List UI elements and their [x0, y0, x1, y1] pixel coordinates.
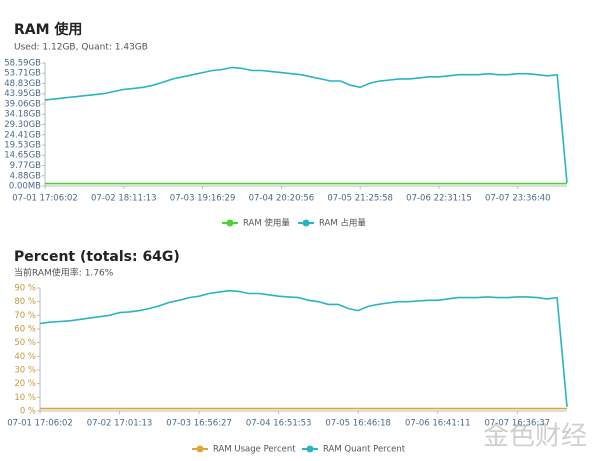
x-tick-label: 07-02 18:11:13 [91, 194, 157, 204]
y-tick-label: 4.88GB [10, 171, 42, 181]
y-tick-label: 0.00MB [9, 182, 41, 192]
legend-label: RAM Quant Percent [323, 445, 406, 455]
series-line [39, 289, 568, 407]
y-tick-label: 29.30GB [4, 120, 41, 130]
series-line [44, 66, 568, 183]
y-tick-label: 9.77GB [10, 161, 42, 171]
x-tick-label: 07-01 17:06:02 [7, 419, 73, 429]
y-tick-label: 70 % [14, 311, 36, 321]
y-tick-label: 58.59GB [4, 59, 41, 69]
y-tick-label: 39.06GB [4, 100, 41, 110]
y-tick-label: 43.95GB [4, 89, 41, 99]
x-tick-label: 07-04 20:20:56 [249, 194, 315, 204]
y-tick-label: 20 % [14, 379, 36, 389]
legend-marker [302, 219, 310, 227]
legend-marker [306, 445, 314, 453]
legend-label: RAM Usage Percent [213, 445, 296, 455]
y-tick-label: 90 % [14, 284, 36, 294]
x-tick-label: 07-04 16:51:53 [246, 419, 312, 429]
x-tick-label: 07-03 19:16:29 [170, 194, 236, 204]
watermark: 金色财经 [483, 422, 587, 452]
legend-marker [196, 445, 204, 453]
legend-marker [226, 219, 234, 227]
x-tick-label: 07-05 21:25:58 [327, 194, 393, 204]
y-tick-label: 24.41GB [4, 130, 41, 140]
chart-subtitle: Used: 1.12GB, Quant: 1.43GB [14, 43, 148, 53]
y-tick-label: 60 % [14, 325, 36, 335]
x-tick-label: 07-07 16:36:37 [484, 419, 550, 429]
x-tick-label: 07-02 17:01:13 [87, 419, 153, 429]
chart-title: Percent (totals: 64G) [14, 249, 180, 265]
chart-title: RAM 使用 [14, 21, 82, 38]
y-tick-label: 50 % [14, 338, 36, 348]
legend-label: RAM 占用量 [319, 218, 366, 229]
y-tick-label: 40 % [14, 352, 36, 362]
x-tick-label: 07-07 23:36:40 [485, 194, 551, 204]
x-tick-label: 07-05 16:46:18 [325, 419, 391, 429]
y-tick-label: 48.83GB [4, 79, 41, 89]
x-tick-label: 07-03 16:56:27 [166, 419, 232, 429]
y-tick-label: 30 % [14, 366, 36, 376]
y-tick-label: 10 % [14, 393, 36, 403]
x-tick-label: 07-06 16:41:11 [405, 419, 471, 429]
x-tick-label: 07-01 17:06:02 [12, 194, 78, 204]
x-tick-label: 07-06 22:31:15 [406, 194, 472, 204]
y-tick-label: 34.18GB [4, 110, 41, 120]
legend-label: RAM 使用量 [243, 218, 290, 229]
y-tick-label: 14.65GB [4, 151, 41, 161]
y-tick-label: 0 % [20, 407, 36, 417]
chart-subtitle: 当前RAM使用率: 1.76% [14, 267, 114, 279]
y-tick-label: 80 % [14, 297, 36, 307]
y-tick-label: 19.53GB [4, 141, 41, 151]
y-tick-label: 53.71GB [4, 69, 41, 79]
